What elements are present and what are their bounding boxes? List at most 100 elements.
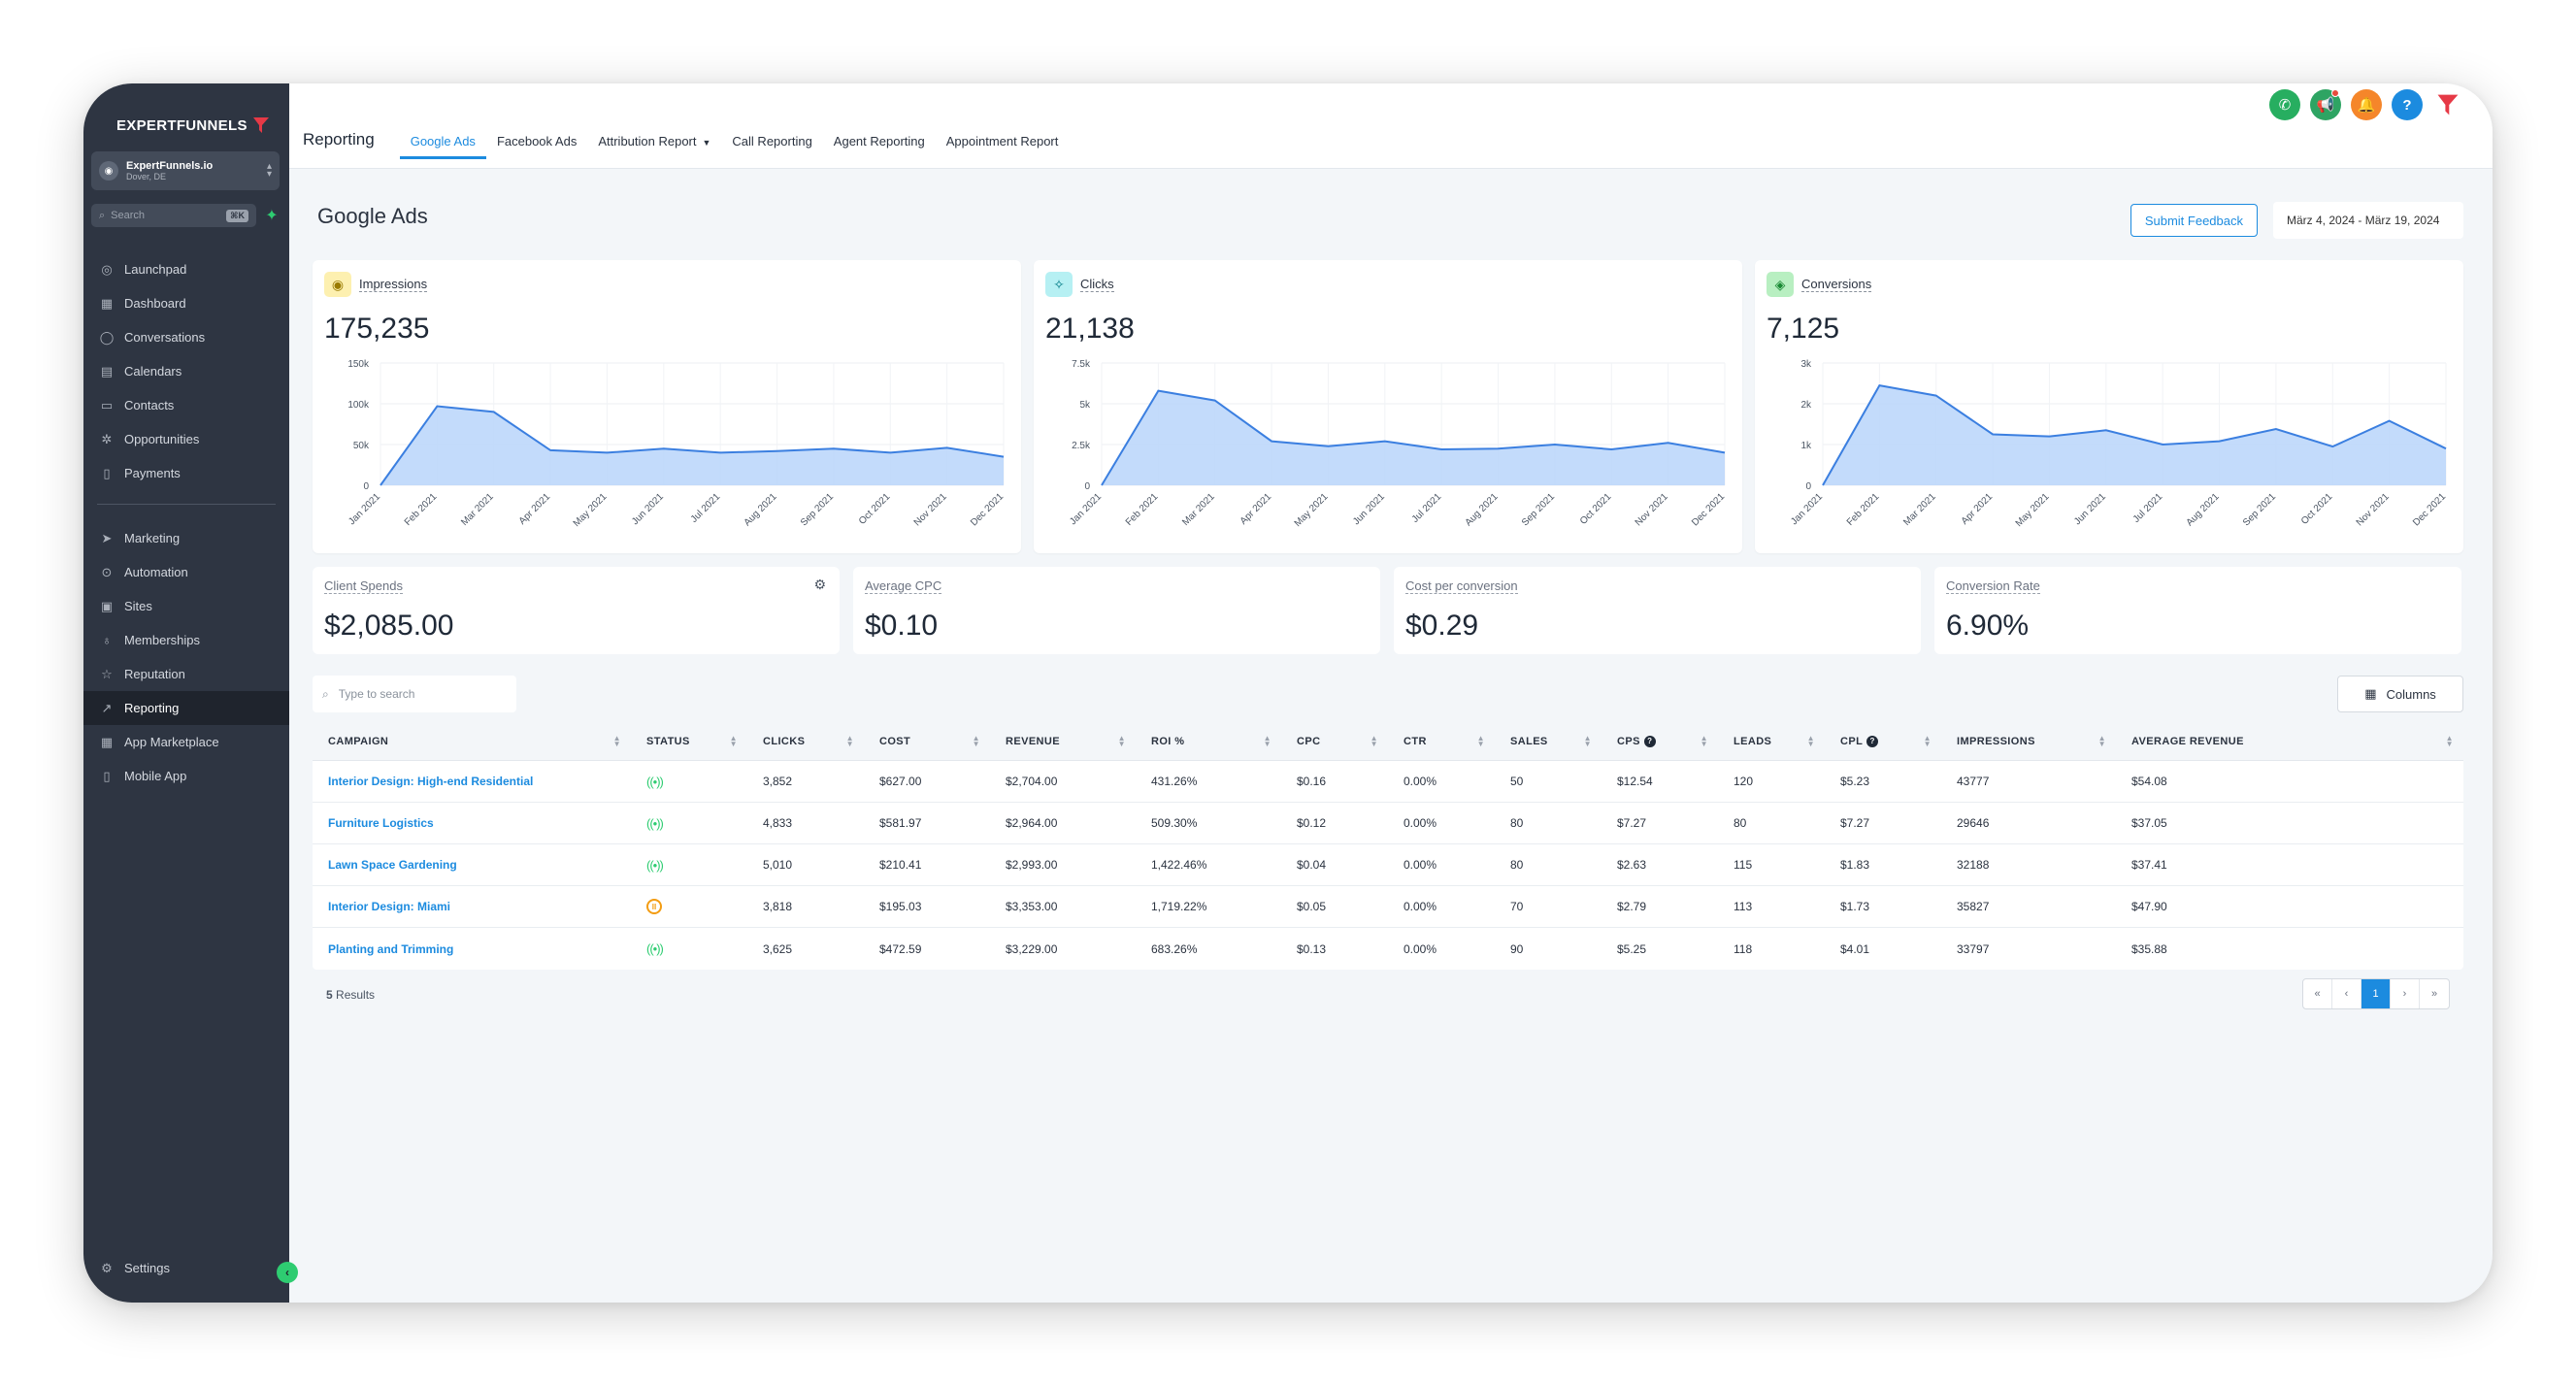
info-icon[interactable]: ? <box>1643 735 1656 747</box>
report-tabs: Reporting Google Ads Facebook Ads Attrib… <box>303 130 1069 159</box>
column-header-cps[interactable]: CPS? ▲ ▼ <box>1602 722 1718 760</box>
sidebar-item-payments[interactable]: ▯ Payments <box>83 456 289 490</box>
sidebar-item-memberships[interactable]: ♁ Memberships <box>83 623 289 657</box>
page-1-button[interactable]: 1 <box>2361 979 2391 1008</box>
live-status-icon[interactable]: ((•)) <box>646 815 664 831</box>
prev-page-button[interactable]: ‹ <box>2332 979 2361 1008</box>
help-icon[interactable]: ? <box>2392 89 2423 120</box>
info-icon[interactable]: ? <box>1866 735 1879 747</box>
pagination: « ‹ 1 › » <box>2302 978 2450 1009</box>
column-header-campaign[interactable]: CAMPAIGN ▲ ▼ <box>313 722 631 760</box>
sidebar-item-contacts[interactable]: ▭ Contacts <box>83 388 289 422</box>
date-range-picker[interactable]: März 4, 2024 - März 19, 2024 <box>2273 202 2463 239</box>
sort-icon[interactable]: ▲ ▼ <box>1263 733 1271 748</box>
campaign-link[interactable]: Planting and Trimming <box>328 941 454 956</box>
sidebar-search[interactable]: ⌕ Search ⌘K <box>91 204 256 227</box>
collapse-sidebar-icon[interactable]: ‹ <box>277 1262 298 1283</box>
megaphone-icon[interactable]: 📢 <box>2310 89 2341 120</box>
x-tick-label: Jun 2021 <box>1351 491 1387 527</box>
sort-icon[interactable]: ▲ ▼ <box>1476 733 1485 748</box>
table-row[interactable]: Interior Design: High-end Residential ((•… <box>313 761 2463 803</box>
tab-attribution-report[interactable]: Attribution Report ▼ <box>587 134 721 159</box>
last-page-button[interactable]: » <box>2430 988 2438 1000</box>
column-header-sales[interactable]: SALES ▲ ▼ <box>1495 722 1602 760</box>
leads-cell: 113 <box>1734 900 1753 913</box>
sidebar-item-settings[interactable]: ⚙ Settings <box>83 1251 289 1285</box>
sidebar-item-mobile-app[interactable]: ▯ Mobile App <box>83 759 289 793</box>
sidebar-item-dashboard[interactable]: ▦ Dashboard <box>83 286 289 320</box>
table-search-input[interactable]: ⌕ Type to search <box>313 676 516 712</box>
campaign-link[interactable]: Lawn Space Gardening <box>328 858 457 872</box>
sidebar: EXPERTFUNNELS ◉ ExpertFunnels.io Dover, … <box>83 83 298 1303</box>
leads-cell: 118 <box>1734 941 1753 956</box>
leads-cell: 115 <box>1734 858 1753 872</box>
tab-google-ads[interactable]: Google Ads <box>399 134 486 159</box>
gear-icon[interactable]: ⚙ <box>813 577 826 592</box>
sort-icon[interactable]: ▲ ▼ <box>1700 733 1708 748</box>
table-row[interactable]: Planting and Trimming ((•)) 3,625 $472.59 $3… <box>313 928 2463 970</box>
sort-icon[interactable]: ▲ ▼ <box>612 733 621 748</box>
sort-icon[interactable]: ▲ ▼ <box>845 733 854 748</box>
column-header-cpc[interactable]: CPC ▲ ▼ <box>1281 722 1388 760</box>
sort-icon[interactable]: ▲ ▼ <box>1923 733 1932 748</box>
column-header-cost[interactable]: COST ▲ ▼ <box>864 722 990 760</box>
sort-icon[interactable]: ▲ ▼ <box>1117 733 1126 748</box>
tab-agent-reporting[interactable]: Agent Reporting <box>833 134 925 148</box>
column-header-status[interactable]: STATUS ▲ ▼ <box>631 722 747 760</box>
tab-facebook-ads[interactable]: Facebook Ads <box>496 134 578 148</box>
user-avatar-icon[interactable] <box>2432 89 2463 120</box>
sidebar-item-app-marketplace[interactable]: ▦ App Marketplace <box>83 725 289 759</box>
column-header-ctr[interactable]: CTR ▲ ▼ <box>1388 722 1495 760</box>
sort-icon[interactable]: ▲ ▼ <box>2097 733 2106 748</box>
sort-icon[interactable]: ▲ ▼ <box>1806 733 1815 748</box>
column-header-roi[interactable]: ROI % ▲ ▼ <box>1136 722 1281 760</box>
campaign-link[interactable]: Furniture Logistics <box>328 816 434 830</box>
table-row[interactable]: Furniture Logistics ((•)) 4,833 $581.97 $2,9… <box>313 803 2463 844</box>
submit-feedback-button[interactable]: Submit Feedback <box>2130 204 2258 237</box>
column-header-clicks[interactable]: CLICKS ▲ ▼ <box>747 722 864 760</box>
sidebar-item-opportunities[interactable]: ✲ Opportunities <box>83 422 289 456</box>
x-tick-label: May 2021 <box>572 491 610 529</box>
campaign-link[interactable]: Interior Design: Miami <box>328 900 451 913</box>
live-status-icon[interactable]: ((•)) <box>646 774 664 789</box>
sidebar-item-conversations[interactable]: ◯ Conversations <box>83 320 289 354</box>
column-header-leads[interactable]: LEADS ▲ ▼ <box>1718 722 1825 760</box>
sort-icon[interactable]: ▲ ▼ <box>2445 733 2454 748</box>
tab-call-reporting[interactable]: Call Reporting <box>732 134 812 148</box>
sort-icon[interactable]: ▲ ▼ <box>972 733 980 748</box>
average-cpc-card: Average CPC $0.10 <box>853 567 1380 654</box>
live-status-icon[interactable]: ((•)) <box>646 941 664 956</box>
sidebar-item-automation[interactable]: ⊙ Automation <box>83 555 289 589</box>
cpc-cell: $0.05 <box>1297 900 1327 913</box>
column-header-cpl[interactable]: CPL? ▲ ▼ <box>1825 722 1941 760</box>
column-header-impressions[interactable]: IMPRESSIONS ▲ ▼ <box>1941 722 2116 760</box>
column-header-avg-revenue[interactable]: AVERAGE REVENUE ▲ ▼ <box>2116 722 2463 760</box>
y-tick-label: 2.5k <box>1072 441 1091 451</box>
bell-icon[interactable]: 🔔 <box>2351 89 2382 120</box>
sales-cell: 50 <box>1510 775 1524 788</box>
sort-icon[interactable]: ▲ ▼ <box>729 733 738 748</box>
sidebar-item-reporting[interactable]: ↗ Reporting <box>83 691 289 725</box>
quick-add-icon[interactable]: ✦ <box>265 208 279 224</box>
sidebar-item-calendars[interactable]: ▤ Calendars <box>83 354 289 388</box>
campaign-link[interactable]: Interior Design: High-end Residential <box>328 775 534 788</box>
sort-icon[interactable]: ▲ ▼ <box>1370 733 1378 748</box>
phone-call-icon[interactable]: ✆ <box>2269 89 2300 120</box>
column-header-revenue[interactable]: REVENUE ▲ ▼ <box>990 722 1136 760</box>
paused-status-icon[interactable]: II <box>646 899 662 914</box>
sidebar-item-launchpad[interactable]: ◎ Launchpad <box>83 252 289 286</box>
top-bar: Reporting Google Ads Facebook Ads Attrib… <box>289 83 2493 169</box>
table-row[interactable]: Lawn Space Gardening ((•)) 5,010 $210.41 $2,… <box>313 844 2463 886</box>
first-page-button[interactable]: « <box>2303 979 2332 1008</box>
sort-icon[interactable]: ▲ ▼ <box>1583 733 1592 748</box>
next-page-button[interactable]: › <box>2391 979 2420 1008</box>
logo[interactable]: EXPERTFUNNELS <box>116 111 272 140</box>
table-row[interactable]: Interior Design: Miami II 3,818 $195.03 $3,3… <box>313 886 2463 928</box>
sidebar-item-reputation[interactable]: ☆ Reputation <box>83 657 289 691</box>
columns-button[interactable]: ▦ Columns <box>2337 676 2463 712</box>
live-status-icon[interactable]: ((•)) <box>646 857 664 873</box>
account-switcher[interactable]: ◉ ExpertFunnels.io Dover, DE ▴ ▾ <box>91 151 280 190</box>
tab-appointment-report[interactable]: Appointment Report <box>945 134 1059 148</box>
sidebar-item-marketing[interactable]: ➤ Marketing <box>83 521 289 555</box>
sidebar-item-sites[interactable]: ▣ Sites <box>83 589 289 623</box>
